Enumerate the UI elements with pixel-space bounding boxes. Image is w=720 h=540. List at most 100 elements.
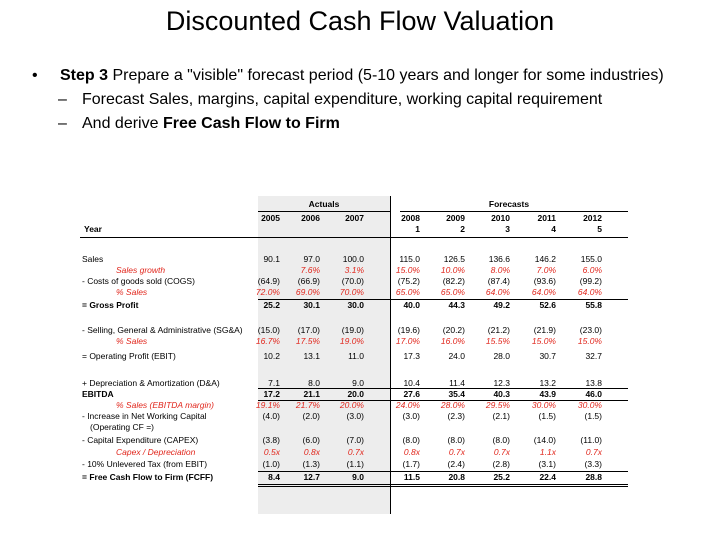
row-value: 25.2 bbox=[263, 300, 280, 310]
row-value: 65.0% bbox=[440, 287, 465, 297]
actuals-rule bbox=[258, 211, 390, 212]
row-value: 24.0% bbox=[395, 400, 420, 410]
row-label: - Selling, General & Administrative (SG&… bbox=[82, 325, 243, 335]
row-label: + Depreciation & Amortization (D&A) bbox=[82, 378, 220, 388]
row-value: 7.0% bbox=[536, 265, 556, 275]
row-label: Capex / Depreciation bbox=[116, 447, 196, 457]
subtotal-rule bbox=[258, 299, 628, 300]
row-value: (14.0) bbox=[533, 435, 556, 445]
row-value: (2.0) bbox=[302, 411, 320, 421]
row-value: 8.0% bbox=[490, 265, 510, 275]
row-value: 55.8 bbox=[585, 300, 602, 310]
row-value: 12.7 bbox=[303, 472, 320, 482]
table-row: = Operating Profit (EBIT) 10.2 13.1 11.0 17.… bbox=[80, 351, 628, 362]
row-value: (2.8) bbox=[492, 459, 510, 469]
bullet-step-3: • Step 3 Prepare a "visible" forecast pe… bbox=[30, 66, 700, 86]
group-header-row: Actuals Forecasts bbox=[80, 199, 628, 210]
row-value: 10.2 bbox=[263, 351, 280, 361]
row-value: 70.0% bbox=[339, 287, 364, 297]
table-row: = Free Cash Flow to Firm (FCFF) 8.4 12.7 9.… bbox=[80, 472, 628, 483]
fcff-double-rule bbox=[258, 486, 628, 487]
forecasts-rule bbox=[400, 211, 628, 212]
table-row: (Operating CF =) bbox=[80, 422, 628, 433]
row-value: 27.6 bbox=[403, 389, 420, 399]
row-value: 13.1 bbox=[303, 351, 320, 361]
row-value: 30.0 bbox=[347, 300, 364, 310]
row-value: 17.3 bbox=[403, 351, 420, 361]
row-value: 97.0 bbox=[303, 254, 320, 264]
year-2012: 2012 bbox=[583, 213, 602, 223]
row-value: (2.3) bbox=[447, 411, 465, 421]
subtotal-rule bbox=[258, 471, 628, 472]
row-value: (70.0) bbox=[341, 276, 364, 286]
row-value: 1.1x bbox=[539, 447, 556, 457]
row-value: (3.3) bbox=[584, 459, 602, 469]
row-label: Sales bbox=[82, 254, 104, 264]
sub-bullet-derive-bold: Free Cash Flow to Firm bbox=[162, 115, 340, 132]
year-2008: 2008 bbox=[401, 213, 420, 223]
forecast-index: 2 bbox=[460, 224, 465, 234]
row-value: 115.0 bbox=[399, 254, 420, 264]
row-value: (7.0) bbox=[346, 435, 364, 445]
row-value: 40.0 bbox=[403, 300, 420, 310]
row-value: 28.8 bbox=[585, 472, 602, 482]
table-row: - Costs of goods sold (COGS) (64.9) (66.9)… bbox=[80, 276, 628, 287]
row-label: = Operating Profit (EBIT) bbox=[82, 351, 176, 361]
row-value: 65.0% bbox=[395, 287, 420, 297]
row-label: = Gross Profit bbox=[82, 300, 139, 310]
sub-bullet-forecast-text: Forecast Sales, margins, capital expendi… bbox=[82, 91, 603, 108]
row-value: 7.1 bbox=[268, 378, 280, 388]
forecasts-header: Forecasts bbox=[488, 199, 530, 209]
row-value: 64.0% bbox=[531, 287, 556, 297]
row-value: 12.3 bbox=[493, 378, 510, 388]
row-value: 40.3 bbox=[493, 389, 510, 399]
bullet-list: • Step 3 Prepare a "visible" forecast pe… bbox=[30, 66, 700, 134]
row-value: 52.6 bbox=[539, 300, 556, 310]
table-row: EBITDA 17.2 21.1 20.0 27.6 35.4 40.3 43.9 46.0 bbox=[80, 389, 628, 400]
row-value: 11.5 bbox=[403, 472, 420, 482]
row-value: (8.0) bbox=[447, 435, 465, 445]
row-label: (Operating CF =) bbox=[90, 422, 155, 432]
table-row: Sales 90.1 97.0 100.0 115.0 126.5 136.6 146.2 15… bbox=[80, 254, 628, 265]
row-label: % Sales bbox=[116, 287, 148, 297]
row-value: (1.1) bbox=[346, 459, 364, 469]
row-label: - 10% Unlevered Tax (from EBIT) bbox=[82, 459, 208, 469]
row-value: 29.5% bbox=[485, 400, 510, 410]
row-value bbox=[320, 422, 364, 433]
table-row: - 10% Unlevered Tax (from EBIT) (1.0) (1.3… bbox=[80, 459, 628, 470]
ebitda-rule bbox=[258, 400, 628, 401]
row-value: 8.0 bbox=[308, 378, 320, 388]
row-value: 24.0 bbox=[448, 351, 465, 361]
row-value bbox=[236, 265, 280, 276]
row-label: - Capital Expenditure (CAPEX) bbox=[82, 435, 199, 445]
row-value: (23.0) bbox=[579, 325, 602, 335]
ebitda-rule bbox=[258, 388, 628, 389]
row-value bbox=[558, 422, 602, 433]
row-value: (3.8) bbox=[262, 435, 280, 445]
row-value: 10.4 bbox=[403, 378, 420, 388]
actuals-header: Actuals bbox=[308, 199, 340, 209]
row-value: (21.9) bbox=[533, 325, 556, 335]
row-value: 28.0 bbox=[493, 351, 510, 361]
row-value: (4.0) bbox=[262, 411, 280, 421]
table-row: - Capital Expenditure (CAPEX) (3.8) (6.0) (… bbox=[80, 435, 628, 446]
row-value bbox=[236, 422, 280, 433]
step-text: Prepare a "visible" forecast period (5-1… bbox=[108, 67, 664, 84]
row-value: 43.9 bbox=[539, 389, 556, 399]
row-label: EBITDA bbox=[82, 389, 114, 399]
row-value: 64.0% bbox=[485, 287, 510, 297]
row-value: 49.2 bbox=[493, 300, 510, 310]
row-value bbox=[421, 422, 465, 433]
row-value: (66.9) bbox=[297, 276, 320, 286]
row-value: (21.2) bbox=[487, 325, 510, 335]
forecast-index: 5 bbox=[597, 224, 602, 234]
bullet-dot: • bbox=[32, 67, 38, 84]
row-value: (87.4) bbox=[487, 276, 510, 286]
year-2006: 2006 bbox=[301, 213, 320, 223]
row-value: 30.7 bbox=[539, 351, 556, 361]
row-value: 17.2 bbox=[263, 389, 280, 399]
row-value: 0.8x bbox=[303, 447, 320, 457]
row-value: 15.5% bbox=[485, 336, 510, 346]
row-value: (11.0) bbox=[580, 435, 602, 445]
row-value: 10.0% bbox=[440, 265, 465, 275]
